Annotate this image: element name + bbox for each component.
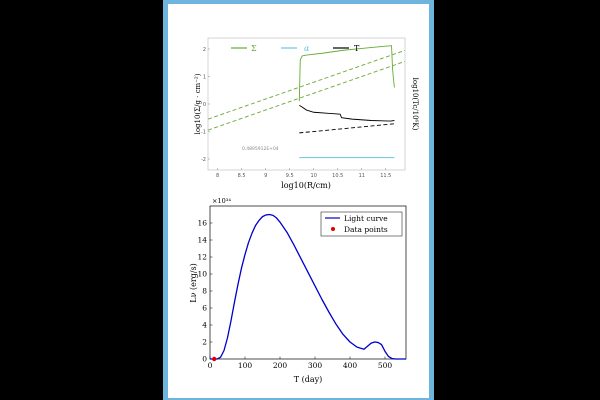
bottom-y-tick-label: 12 [197,253,207,262]
bottom-y-tick-label: 8 [202,287,207,296]
top-y-axis-label-right: log10(Tc/10⁶K) [411,78,419,131]
top-y-tick-label: 1 [203,75,206,81]
bottom-y-tick-label: 0 [202,355,207,364]
top-y-axis-label-left: log10(Σ/g · cm⁻²) [194,73,202,134]
top-plot-frame [207,37,406,171]
top-series-group [207,45,406,159]
top-x-tick-label: 10 [311,173,317,179]
bottom-x-ticks: 0 100 200 300 400 500 [208,356,393,370]
bottom-x-tick-label: 300 [308,361,323,370]
top-y-tick-label: -2 [201,157,206,163]
data-point [212,356,217,362]
bottom-y-ticks: 0 2 4 6 8 10 12 14 16 [197,219,213,364]
bottom-y-tick-label: 14 [197,236,207,245]
legend-data-points-marker [331,227,335,231]
legend-data-points-label: Data points [344,225,388,234]
top-series-line [207,49,406,120]
disk-profile-chart: 8 8.5 9 9.5 10 10.5 11 11.5 -2 -1 0 1 2 Σ α T 0.489… [194,37,419,190]
bottom-plot-frame [209,205,407,360]
top-x-tick-label: 8 [216,173,219,179]
top-x-tick-label: 10.5 [332,173,343,179]
top-series-line [298,45,395,102]
bottom-x-tick-label: 100 [238,361,253,370]
top-x-tick-label: 11.5 [380,173,391,179]
top-y-tick-label: 0 [203,102,206,108]
bottom-y-tick-label: 2 [202,338,207,347]
top-y-tick-label: -1 [201,130,206,136]
legend-t-label: T [354,44,360,53]
legend-light-curve-label: Light curve [344,214,388,223]
bottom-y-tick-label: 6 [202,304,207,313]
top-y-ticks: -2 -1 0 1 2 [201,47,210,163]
top-series-line [299,123,395,134]
top-series-line [207,60,406,131]
figure-page [168,4,429,398]
bottom-legend-box [320,211,403,237]
top-x-tick-label: 8.5 [238,173,246,179]
bottom-x-tick-label: 500 [378,361,393,370]
y-multiplier: ×10³⁴ [212,197,231,205]
bottom-x-axis-label: T (day) [294,375,323,384]
bottom-x-tick-label: 400 [343,361,358,370]
light-curve-line [210,213,406,360]
top-x-ticks: 8 8.5 9 9.5 10 10.5 11 11.5 [216,168,391,179]
bottom-y-axis-label: Lν (erg/s) [189,263,198,302]
top-x-tick-label: 9.5 [286,173,294,179]
top-annotation: 0.4895912E+04 [242,146,279,152]
legend-alpha-label: α [304,44,310,53]
bottom-y-tick-label: 16 [197,219,207,228]
bottom-x-tick-label: 200 [273,361,288,370]
top-x-tick-label: 11 [359,173,365,179]
top-series-line [299,104,395,122]
bottom-series-group [210,213,406,362]
bottom-y-tick-label: 4 [202,321,207,330]
top-y-tick-label: 2 [203,47,206,53]
top-x-tick-label: 9 [264,173,267,179]
bottom-y-tick-label: 10 [197,270,207,279]
bottom-x-tick-label: 0 [208,361,213,370]
light-curve-chart: 0 100 200 300 400 500 0 2 4 6 8 10 12 14 16 ×10³⁴ Lig… [189,197,407,384]
top-x-axis-label: log10(R/cm) [281,181,331,190]
legend-sigma-label: Σ [251,44,257,53]
